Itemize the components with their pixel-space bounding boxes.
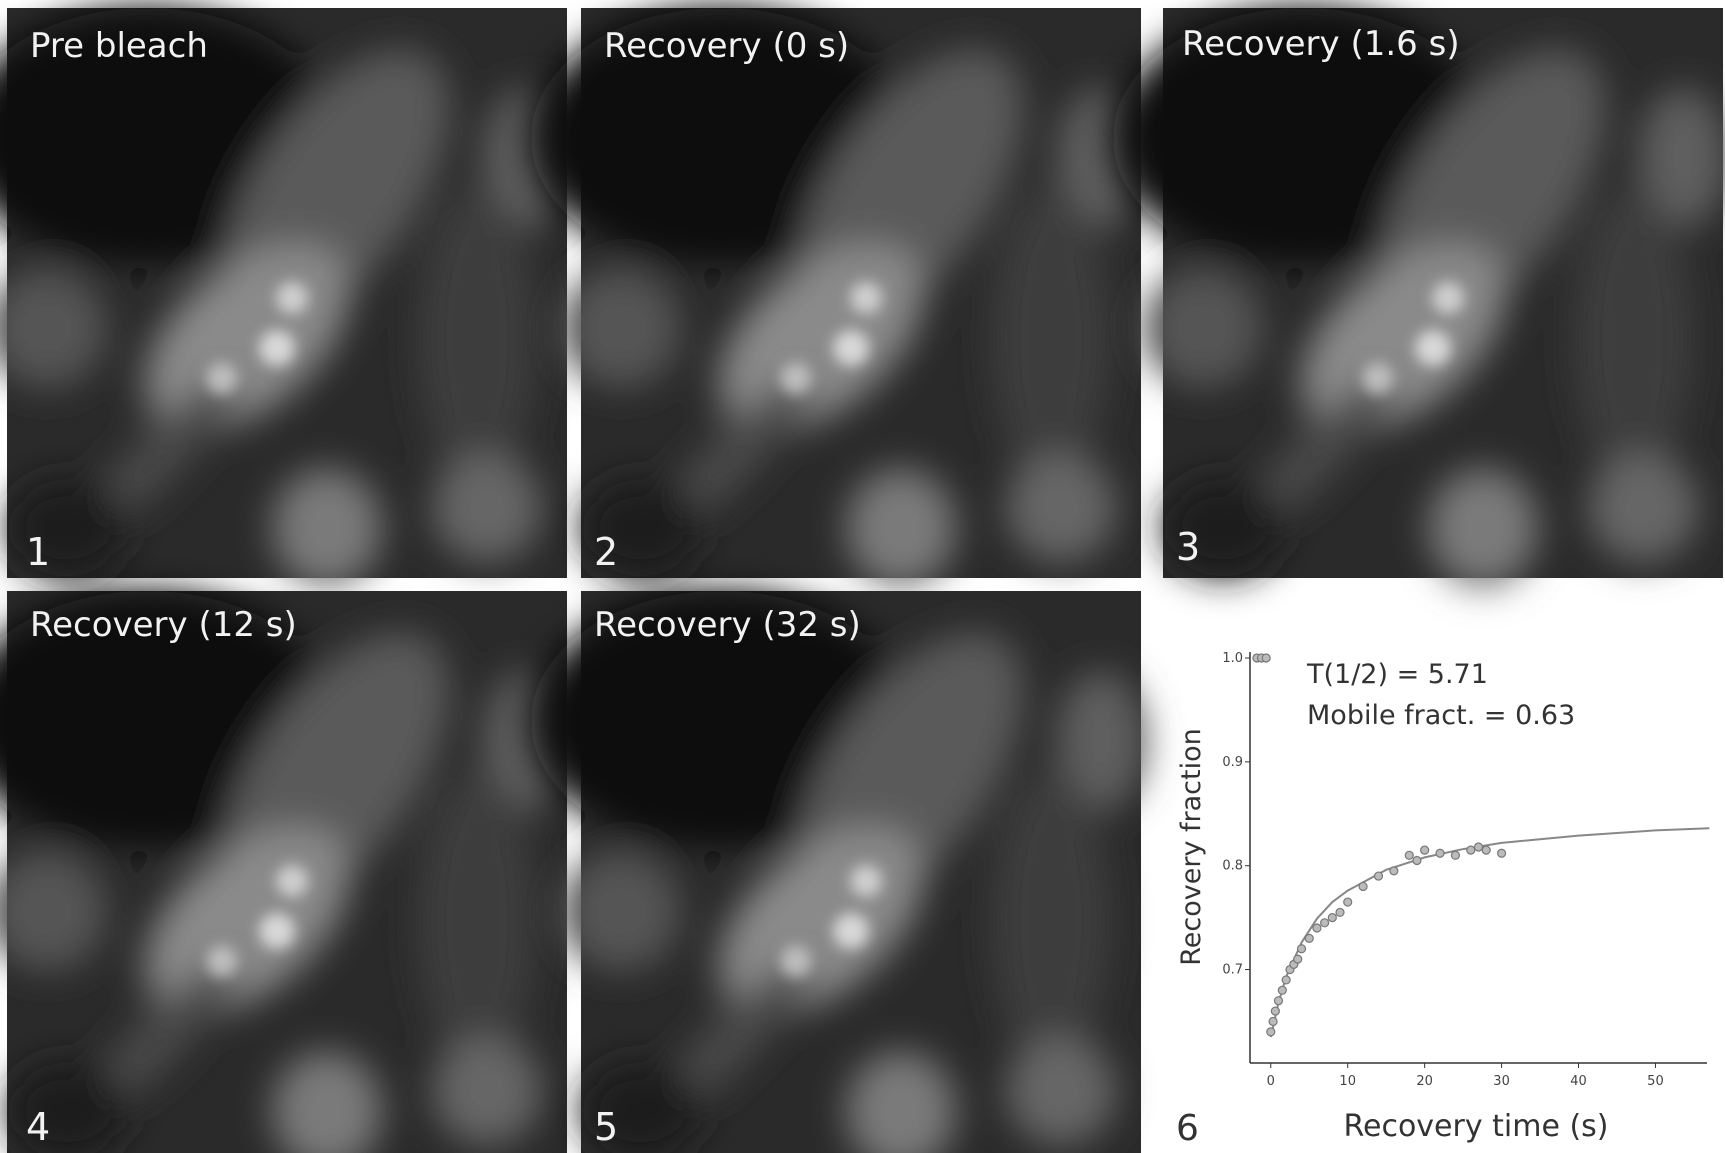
data-point bbox=[1278, 986, 1286, 994]
panel-number: 6 bbox=[1176, 1108, 1199, 1149]
x-tick-label: 30 bbox=[1493, 1074, 1510, 1089]
x-tick-label: 40 bbox=[1570, 1074, 1587, 1089]
frap-chart: T(1/2) = 5.71 Mobile fract. = 0.63 Recov… bbox=[1176, 651, 1709, 1149]
panel-label: Pre bleach bbox=[30, 26, 208, 66]
data-point bbox=[1421, 846, 1429, 854]
panel-number: 2 bbox=[594, 530, 618, 574]
micrograph bbox=[531, 591, 1146, 1153]
figure: Pre bleach 1 Recovery (0 s) 2 Recovery (… bbox=[0, 0, 1725, 1153]
data-point bbox=[1305, 934, 1313, 942]
micrograph bbox=[0, 591, 572, 1153]
data-point bbox=[1336, 908, 1344, 916]
y-tick-label: 0.9 bbox=[1222, 755, 1243, 770]
panel-number: 4 bbox=[26, 1105, 50, 1149]
panel-number: 5 bbox=[594, 1105, 618, 1149]
panel-number: 3 bbox=[1176, 525, 1200, 569]
data-point bbox=[1262, 654, 1270, 662]
data-point bbox=[1321, 919, 1329, 927]
data-point bbox=[1390, 867, 1398, 875]
x-tick-label: 10 bbox=[1339, 1074, 1356, 1089]
data-point bbox=[1269, 1017, 1277, 1025]
data-point bbox=[1482, 846, 1490, 854]
data-point bbox=[1451, 851, 1459, 859]
data-point bbox=[1313, 924, 1321, 932]
micrograph bbox=[531, 8, 1146, 588]
annotation: Mobile fract. = 0.63 bbox=[1307, 700, 1575, 731]
x-tick-label: 20 bbox=[1416, 1074, 1433, 1089]
data-point bbox=[1498, 849, 1506, 857]
data-point bbox=[1274, 997, 1282, 1005]
data-point bbox=[1405, 851, 1413, 859]
data-point bbox=[1282, 976, 1290, 984]
data-point bbox=[1298, 945, 1306, 953]
microscopy-panels: Pre bleach 1 Recovery (0 s) 2 Recovery (… bbox=[0, 8, 1725, 1153]
data-point bbox=[1271, 1007, 1279, 1015]
fit-curve bbox=[1271, 828, 1710, 1037]
data-point bbox=[1359, 882, 1367, 890]
data-point bbox=[1328, 914, 1336, 922]
panel-label: Recovery (32 s) bbox=[594, 605, 861, 645]
data-point bbox=[1436, 849, 1444, 857]
data-point bbox=[1374, 872, 1382, 880]
x-axis-label: Recovery time (s) bbox=[1344, 1109, 1609, 1144]
x-tick-label: 0 bbox=[1267, 1074, 1275, 1089]
data-point bbox=[1344, 898, 1352, 906]
annotation: T(1/2) = 5.71 bbox=[1306, 659, 1488, 690]
data-point bbox=[1267, 1028, 1275, 1036]
micrograph bbox=[1113, 8, 1725, 588]
y-tick-label: 1.0 bbox=[1222, 651, 1243, 666]
y-tick-label: 0.7 bbox=[1222, 963, 1243, 978]
page: Pre bleach 1 Recovery (0 s) 2 Recovery (… bbox=[0, 0, 1725, 1153]
panel-label: Recovery (0 s) bbox=[604, 26, 849, 66]
data-point bbox=[1294, 955, 1302, 963]
y-tick-label: 0.8 bbox=[1222, 859, 1243, 874]
panel-label: Recovery (12 s) bbox=[30, 605, 297, 645]
panel-number: 1 bbox=[26, 530, 50, 574]
data-point bbox=[1475, 843, 1483, 851]
panel-label: Recovery (1.6 s) bbox=[1182, 24, 1460, 64]
micrograph bbox=[0, 8, 572, 588]
data-point bbox=[1467, 846, 1475, 854]
x-tick-label: 50 bbox=[1647, 1074, 1664, 1089]
data-point bbox=[1413, 857, 1421, 865]
y-axis-label: Recovery fraction bbox=[1176, 728, 1207, 966]
